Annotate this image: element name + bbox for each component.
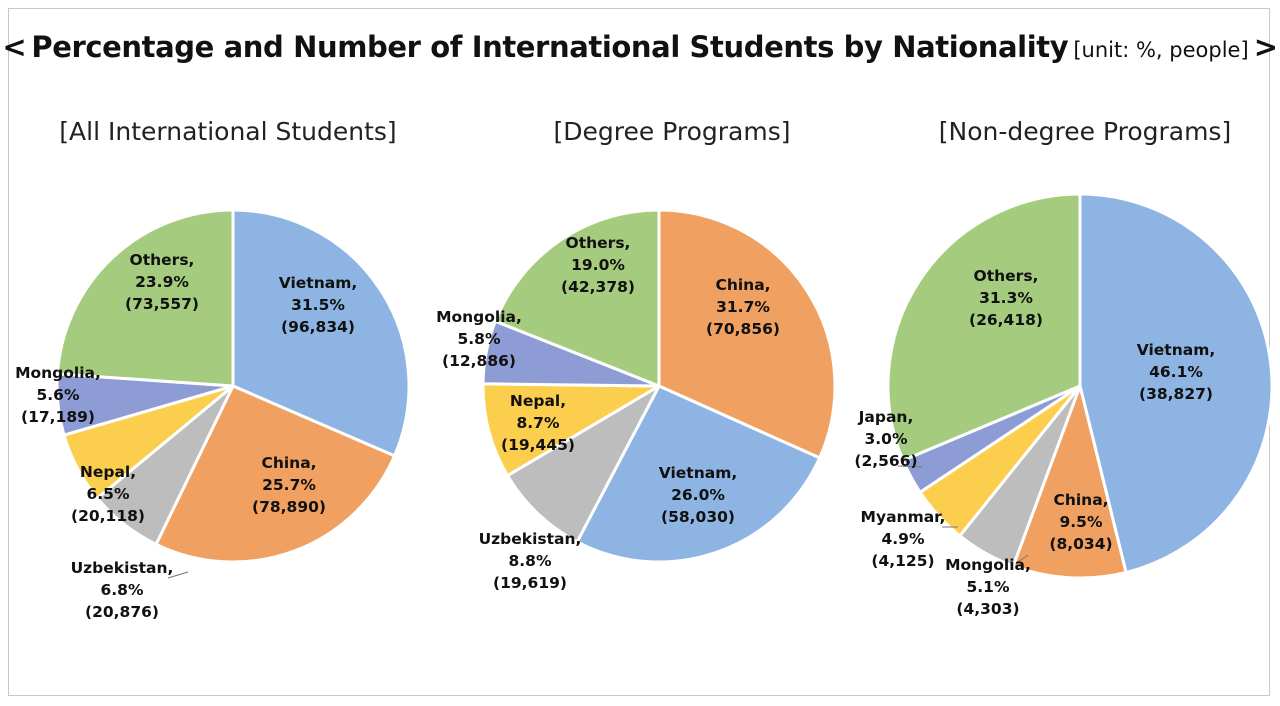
slice-percent: 4.9% xyxy=(882,530,925,548)
slice-percent: 25.7% xyxy=(262,476,316,494)
slice-name: Vietnam, xyxy=(1137,341,1216,359)
slice-label-mongolia: Mongolia, 5.6% (17,189) xyxy=(15,364,101,426)
title-close-bracket: > xyxy=(1253,30,1278,64)
slice-name: Others, xyxy=(974,267,1039,285)
slice-count: (70,856) xyxy=(706,320,780,338)
slice-name: Nepal, xyxy=(510,392,566,410)
slice-percent: 31.7% xyxy=(716,298,770,316)
pie-slice-others xyxy=(55,208,235,388)
slice-name: Nepal, xyxy=(80,463,136,481)
leader-line-japan xyxy=(897,465,923,468)
slice-label-china: China, 9.5% (8,034) xyxy=(1049,491,1112,553)
slice-name: Vietnam, xyxy=(659,464,738,482)
slice-name: Japan, xyxy=(858,408,914,426)
slice-name: China, xyxy=(1053,491,1108,509)
slice-count: (12,886) xyxy=(442,352,516,370)
pie-slice-vietnam xyxy=(575,384,822,564)
slice-name: Mongolia, xyxy=(945,556,1031,574)
pie-chart-all-international-students: [All International Students] Vietnam, 31.5… xyxy=(15,117,411,621)
slice-percent: 5.6% xyxy=(37,386,80,404)
slice-label-others: Others, 31.3% (26,418) xyxy=(969,267,1043,329)
slice-name: Vietnam, xyxy=(279,274,358,292)
slice-percent: 46.1% xyxy=(1149,363,1203,381)
slice-percent: 6.5% xyxy=(87,485,130,503)
chart-title: [All International Students] xyxy=(59,117,396,146)
slice-name: China, xyxy=(715,276,770,294)
slice-percent: 31.5% xyxy=(291,296,345,314)
slice-count: (38,827) xyxy=(1139,385,1213,403)
slice-percent: 3.0% xyxy=(865,430,908,448)
slice-percent: 23.9% xyxy=(135,273,189,291)
slice-label-vietnam: Vietnam, 31.5% (96,834) xyxy=(279,274,358,336)
slice-percent: 31.3% xyxy=(979,289,1033,307)
chart-title: [Non-degree Programs] xyxy=(939,117,1231,146)
pie-slice-china xyxy=(1011,384,1128,580)
slice-count: (4,303) xyxy=(956,600,1019,618)
slice-label-china: China, 25.7% (78,890) xyxy=(252,454,326,516)
slice-label-mongolia: Mongolia, 5.8% (12,886) xyxy=(436,308,522,370)
slice-count: (96,834) xyxy=(281,318,355,336)
slice-count: (42,378) xyxy=(561,278,635,296)
slice-percent: 5.8% xyxy=(458,330,501,348)
slice-count: (8,034) xyxy=(1049,535,1112,553)
slice-label-vietnam: Vietnam, 46.1% (38,827) xyxy=(1137,341,1216,403)
pie-chart-degree-programs: [Degree Programs] China, 31.7% (70,856) Viet… xyxy=(436,117,837,592)
pie-slice-nepal xyxy=(481,382,661,478)
leader-line-uzbekistan xyxy=(167,571,189,579)
slice-count: (2,566) xyxy=(854,452,917,470)
slice-label-myanmar: Myanmar, 4.9% (4,125) xyxy=(861,508,946,570)
slice-count: (73,557) xyxy=(125,295,199,313)
slice-label-nepal: Nepal, 8.7% (19,445) xyxy=(501,392,575,454)
slice-label-uzbekistan: Uzbekistan, 8.8% (19,619) xyxy=(479,530,582,592)
slice-percent: 9.5% xyxy=(1060,513,1103,531)
slice-count: (58,030) xyxy=(661,508,735,526)
slice-label-japan: Japan, 3.0% (2,566) xyxy=(854,408,917,470)
pie-slice-vietnam xyxy=(231,208,411,458)
slice-name: Mongolia, xyxy=(15,364,101,382)
slice-name: Uzbekistan, xyxy=(479,530,582,548)
slice-percent: 8.7% xyxy=(517,414,560,432)
slice-label-others: Others, 19.0% (42,378) xyxy=(561,234,635,296)
slice-name: Myanmar, xyxy=(861,508,946,526)
slice-count: (20,876) xyxy=(85,603,159,621)
slice-count: (26,418) xyxy=(969,311,1043,329)
slice-label-uzbekistan: Uzbekistan, 6.8% (20,876) xyxy=(71,559,174,621)
pie-slice-china xyxy=(154,384,397,564)
title-text: Percentage and Number of International S… xyxy=(31,30,1069,64)
slice-count: (17,189) xyxy=(21,408,95,426)
title-unit: [unit: %, people] xyxy=(1073,38,1249,62)
slice-count: (19,445) xyxy=(501,436,575,454)
slice-percent: 26.0% xyxy=(671,486,725,504)
slice-percent: 19.0% xyxy=(571,256,625,274)
pie-slice-vietnam xyxy=(1078,192,1274,574)
slice-count: (4,125) xyxy=(871,552,934,570)
slice-label-vietnam: Vietnam, 26.0% (58,030) xyxy=(659,464,738,526)
slice-name: Others, xyxy=(130,251,195,269)
title-open-bracket: < xyxy=(2,30,27,64)
slice-label-nepal: Nepal, 6.5% (20,118) xyxy=(71,463,145,525)
slice-name: Mongolia, xyxy=(436,308,522,326)
slice-label-mongolia: Mongolia, 5.1% (4,303) xyxy=(945,556,1031,618)
slice-count: (78,890) xyxy=(252,498,326,516)
chart-title: [Degree Programs] xyxy=(554,117,791,146)
slice-name: Others, xyxy=(566,234,631,252)
leader-line-mongolia xyxy=(1017,554,1029,563)
pie-slice-others xyxy=(493,208,661,388)
slice-name: China, xyxy=(261,454,316,472)
slice-percent: 6.8% xyxy=(101,581,144,599)
slice-label-china: China, 31.7% (70,856) xyxy=(706,276,780,338)
slice-percent: 8.8% xyxy=(509,552,552,570)
pie-slice-others xyxy=(886,192,1082,462)
pie-slice-china xyxy=(657,208,837,460)
slice-label-others: Others, 23.9% (73,557) xyxy=(125,251,199,313)
pie-chart-non-degree-programs: [Non-degree Programs] Vietnam, 46.1% (38,82… xyxy=(854,117,1274,618)
slice-count: (20,118) xyxy=(71,507,145,525)
slice-name: Uzbekistan, xyxy=(71,559,174,577)
page-title: < Percentage and Number of International… xyxy=(0,30,1280,64)
slice-count: (19,619) xyxy=(493,574,567,592)
slice-percent: 5.1% xyxy=(967,578,1010,596)
pie-slice-uzbekistan xyxy=(506,384,661,544)
